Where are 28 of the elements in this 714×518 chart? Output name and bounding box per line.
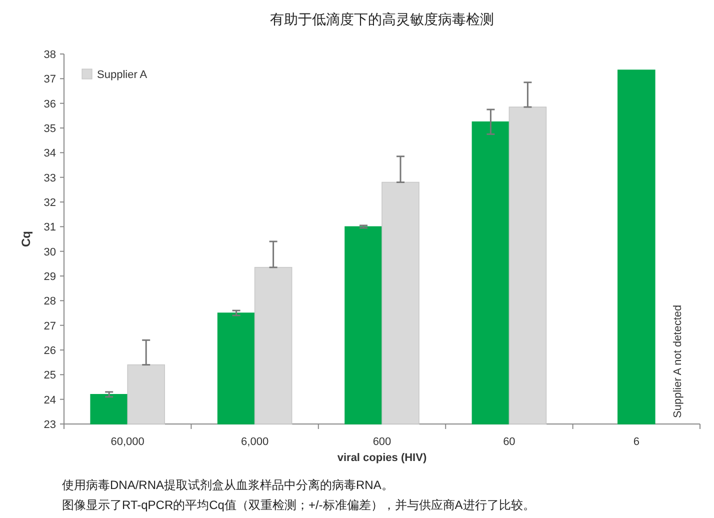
chart-title: 有助于低滴度下的高灵敏度病毒检测 (270, 11, 494, 27)
y-tick-label: 33 (44, 172, 56, 184)
y-tick-label: 28 (44, 296, 56, 308)
x-tick-label: 60,000 (110, 436, 144, 448)
y-tick-label: 24 (44, 394, 56, 406)
x-tick-label: 6,000 (241, 436, 269, 448)
x-tick-label: 6 (633, 436, 640, 448)
x-tick-label: 600 (372, 436, 392, 448)
y-axis-title: Cq (19, 231, 33, 247)
text: 使用病毒DNA/RNA提取试剂盒从血浆样品中分离的病毒RNA。 (62, 478, 394, 492)
annotation: Supplier A not detected (672, 304, 684, 418)
y-tick-label: 36 (44, 98, 56, 110)
x-tick-label: 60 (503, 436, 516, 448)
y-tick-label: 37 (44, 74, 56, 86)
y-tick-label: 30 (44, 246, 56, 258)
y-tick-label: 27 (44, 320, 56, 332)
y-tick-label: 25 (44, 370, 56, 382)
x-axis-title: viral copies (HIV) (337, 452, 427, 464)
text: 图像显示了RT-qPCR的平均Cq值（双重检测；+/-标准偏差），并与供应商A进行了比较。 (62, 498, 535, 512)
y-tick-label: 35 (44, 123, 56, 135)
y-tick-label: 38 (44, 49, 56, 61)
y-tick-label: 34 (44, 148, 56, 160)
y-tick-label: 31 (44, 222, 56, 234)
legend-label: Supplier A (97, 69, 148, 81)
y-tick-label: 26 (44, 345, 56, 357)
y-tick-label: 29 (44, 271, 56, 283)
y-tick-label: 32 (44, 197, 56, 209)
y-tick-label: 23 (44, 419, 56, 431)
